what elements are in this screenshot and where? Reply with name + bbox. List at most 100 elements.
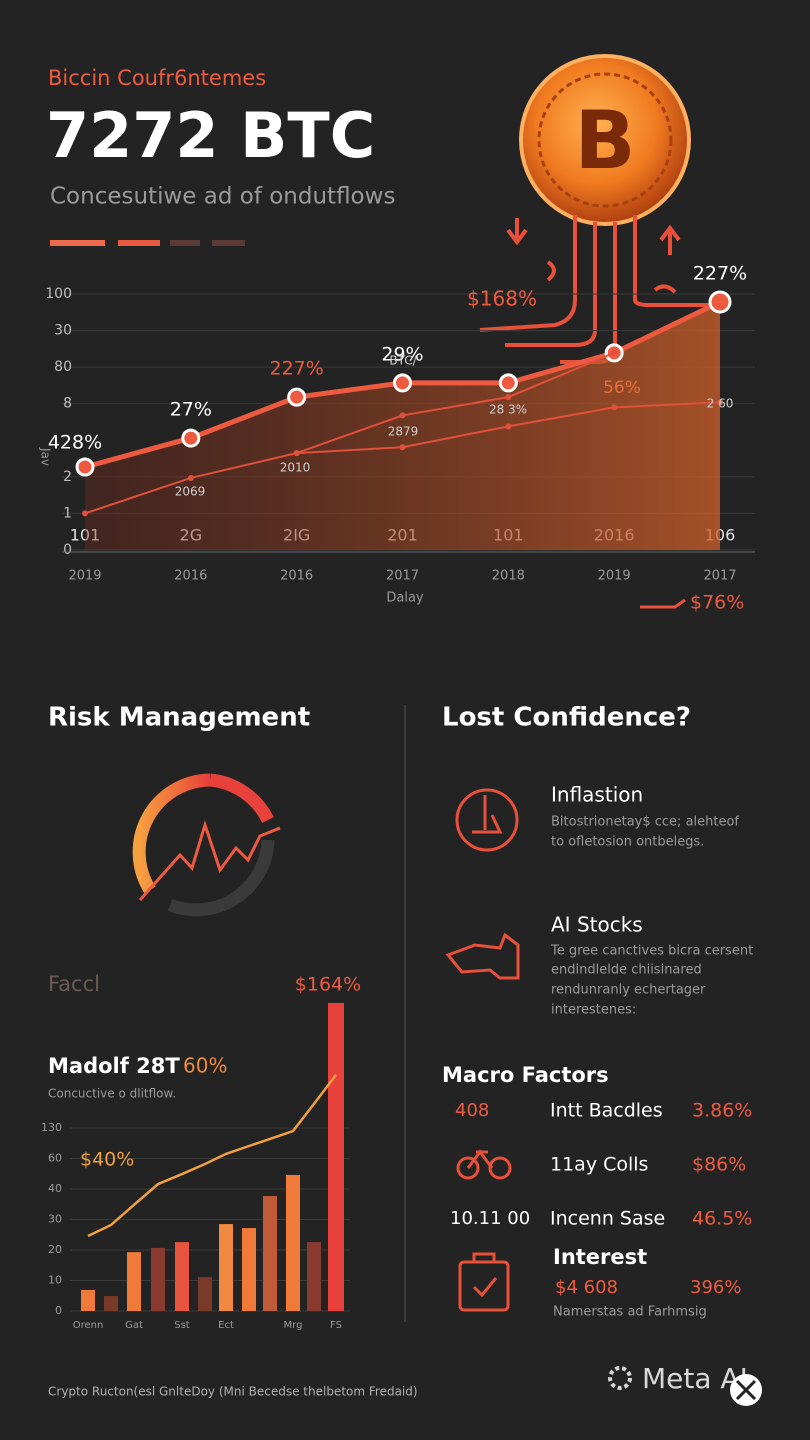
icon-bag [458,1252,510,1312]
annotation: 28 3% [489,403,527,417]
bar [175,1242,189,1311]
annotation: 2 60 [707,397,734,411]
annotation: 2069 [175,485,206,499]
item-text: to ofletosion ontbelegs. [551,835,704,850]
point [505,423,512,430]
y-tick-label: 0 [55,1304,62,1317]
caption: Concuctive o dlitflow. [48,1087,176,1101]
item-title: AI Stocks [551,913,643,937]
section-title: Risk Management [48,703,310,733]
macro-code: 408 [455,1100,489,1121]
point [287,387,307,407]
macro-code: 10.11 00 [450,1208,530,1229]
point [293,450,300,457]
x-tick-label: FS [330,1320,342,1331]
point-label: 27% [170,399,212,421]
macro-value: 3.86% [692,1100,752,1122]
point [187,474,194,481]
macro-value: $86% [692,1154,746,1176]
point [708,290,732,314]
footer: Crypto Ructon(esl GnlteDoy (Mni Becedse … [48,1385,418,1399]
gauge-label: Faccl [48,972,100,996]
y-tick-label: 1 [63,505,72,521]
x-year-label: 2019 [598,569,631,584]
y-tick-label: 30 [48,1213,62,1226]
macro-value: 46.5% [692,1208,752,1230]
x-year-label: 2019 [68,569,101,584]
x-year-label: 2016 [280,569,313,584]
y-tick-label: 20 [48,1243,62,1256]
macro-name: 11ay Colls [550,1154,648,1176]
macro-name: Incenn Sase [550,1208,665,1230]
gauge-arc [209,773,274,824]
x-year-label: 2018 [492,569,525,584]
icon [608,1366,632,1390]
x-tick-label: Ect [218,1320,234,1331]
icon-hand [445,932,520,980]
bar [307,1242,321,1311]
x-year-label: 2017 [703,569,736,584]
annotation: $40% [80,1149,134,1171]
point [611,404,618,411]
bar-chart: 0 10 20 30 40 60 130 Orenn Gat Sst Ect Mrg FS [41,1002,350,1331]
icon [466,1149,494,1169]
bar [198,1277,212,1311]
point-label: 428% [48,431,102,453]
pipe [653,284,677,294]
gauge [132,773,281,917]
area [85,302,720,550]
y-tick-label: 100 [45,286,72,302]
fund-pct: 60% [183,1054,227,1078]
x-axis-label: Dalay [386,591,424,606]
icon [488,1156,512,1180]
x-tick-label: Orenn [73,1320,104,1331]
coin-ring [537,72,673,208]
icon [472,1252,498,1298]
point [399,412,406,419]
bar [242,1228,256,1311]
point [399,444,406,451]
item-text: Bitostrionetay$ cce; alehteof [551,815,739,830]
icon [458,1260,510,1312]
subtitle: Concesutiwe ad of ondutflows [50,184,395,210]
y-tick-label: 80 [54,359,72,375]
bar [219,1224,233,1311]
bar [151,1247,165,1311]
pipe [505,222,597,347]
pipe [633,215,720,307]
dash [118,240,160,246]
gauge-track [167,839,275,917]
gauge-trend [138,820,281,901]
point-label: 227% [693,263,747,285]
y-tick-label: 130 [41,1121,62,1134]
annotation: $164% [295,974,361,996]
interest-value: $4 608 [555,1277,618,1298]
x-tick-label: Mrg [284,1320,303,1331]
pipe [479,215,577,332]
item-text: Te gree canctives bicra cersent [550,944,753,959]
line [84,351,615,515]
dash [212,240,245,246]
x-tick-label: Sst [174,1320,190,1331]
arrow [640,598,686,609]
annotation: 2879 [388,425,419,439]
y-tick-label: 60 [48,1152,62,1165]
annotation: 56% [603,378,641,398]
bar [104,1296,118,1311]
point-label: 227% [270,358,324,380]
item-title: Inflastion [551,783,643,807]
y-tick-label: 40 [48,1182,62,1195]
point [393,373,412,393]
interest-text: Namerstas ad Farhmsig [553,1305,707,1320]
dash [170,240,200,246]
trend-line [87,1074,337,1238]
y-tick-label: 30 [54,323,72,339]
chart1-annotations: $168% BTC/ 56% 2879 2010 2069 28 3% 2 60… [175,287,745,614]
y-tick-label: 2 [63,469,72,485]
title: 7272 BTC [46,99,375,172]
item-text: interestenes: [551,1003,636,1018]
annotation: $76% [690,592,744,614]
icon [472,795,503,834]
dash [50,240,105,246]
